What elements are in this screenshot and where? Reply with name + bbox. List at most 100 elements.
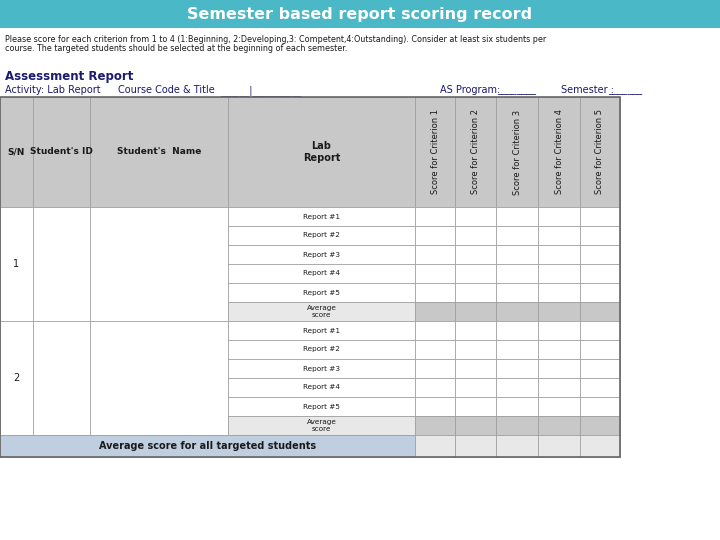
Bar [228,359,415,378]
Text: Score for Criterion 2: Score for Criterion 2 [471,110,480,194]
Text: Course Code & Title: Course Code & Title [118,85,215,95]
Bar [496,397,538,416]
Bar [538,207,580,226]
Bar [496,97,538,207]
Bar [415,207,455,226]
Text: Assessment Report: Assessment Report [5,70,133,83]
Text: Average
score: Average score [307,305,336,318]
Bar [538,359,580,378]
Bar [415,340,455,359]
Text: AS Program:: AS Program: [440,85,500,95]
Text: Report #1: Report #1 [303,327,340,334]
Bar [0,435,415,457]
Bar [415,245,455,264]
Bar [496,226,538,245]
Bar [90,97,228,207]
Bar [0,97,620,457]
Bar [415,435,455,457]
Bar [496,207,538,226]
Bar [0,321,33,435]
Text: Average
score: Average score [307,419,336,432]
Bar [455,397,496,416]
Bar [538,435,580,457]
Bar [538,226,580,245]
Bar [228,97,415,207]
Bar [0,0,720,28]
Bar [538,340,580,359]
Text: Score for Criterion 3: Score for Criterion 3 [513,110,521,194]
Bar [580,245,620,264]
Bar [228,397,415,416]
Text: Report #5: Report #5 [303,403,340,409]
Bar [538,321,580,340]
Bar [580,416,620,435]
Bar [538,378,580,397]
Text: Average score for all targeted students: Average score for all targeted students [99,441,316,451]
Text: ________: ________ [497,85,536,95]
Bar [538,302,580,321]
Bar [455,416,496,435]
Bar [228,302,415,321]
Bar [580,359,620,378]
Text: S/N: S/N [8,147,25,157]
Bar [415,416,455,435]
Bar [496,416,538,435]
Bar [580,321,620,340]
Bar [0,207,33,321]
Bar [228,283,415,302]
Bar [228,378,415,397]
Text: 2: 2 [14,373,19,383]
Bar [455,97,496,207]
Bar [415,97,455,207]
Text: Score for Criterion 5: Score for Criterion 5 [595,110,605,194]
Bar [455,207,496,226]
Text: Score for Criterion 1: Score for Criterion 1 [431,110,439,194]
Bar [228,416,415,435]
Text: Student's ID: Student's ID [30,147,93,157]
Bar [455,378,496,397]
Text: Report #5: Report #5 [303,289,340,295]
Text: 1: 1 [14,259,19,269]
Bar [228,264,415,283]
Bar [33,321,90,435]
Bar [496,435,538,457]
Text: Report #4: Report #4 [303,271,340,276]
Bar [455,264,496,283]
Bar [455,435,496,457]
Bar [228,226,415,245]
Bar [415,264,455,283]
Bar [580,340,620,359]
Bar [228,340,415,359]
Bar [580,435,620,457]
Bar [580,97,620,207]
Bar [496,283,538,302]
Bar [228,245,415,264]
Bar [455,359,496,378]
Bar [580,378,620,397]
Text: Activity: Lab Report: Activity: Lab Report [5,85,101,95]
Bar [496,264,538,283]
Bar [0,97,33,207]
Text: Report #1: Report #1 [303,213,340,219]
Text: Student's  Name: Student's Name [117,147,201,157]
Text: Please score for each criterion from 1 to 4 (1:Beginning, 2:Developing,3: Compet: Please score for each criterion from 1 t… [5,35,546,44]
Text: Report #3: Report #3 [303,366,340,372]
Bar [580,283,620,302]
Bar [580,302,620,321]
Text: Lab
Report: Lab Report [303,141,340,163]
Bar [580,264,620,283]
Text: ______|__________: ______|__________ [220,85,301,96]
Bar [455,302,496,321]
Bar [228,207,415,226]
Text: _______: _______ [608,85,642,95]
Bar [538,397,580,416]
Bar [415,321,455,340]
Bar [415,397,455,416]
Bar [496,378,538,397]
Text: Report #3: Report #3 [303,252,340,258]
Bar [580,207,620,226]
Bar [415,226,455,245]
Bar [415,283,455,302]
Bar [415,302,455,321]
Bar [538,97,580,207]
